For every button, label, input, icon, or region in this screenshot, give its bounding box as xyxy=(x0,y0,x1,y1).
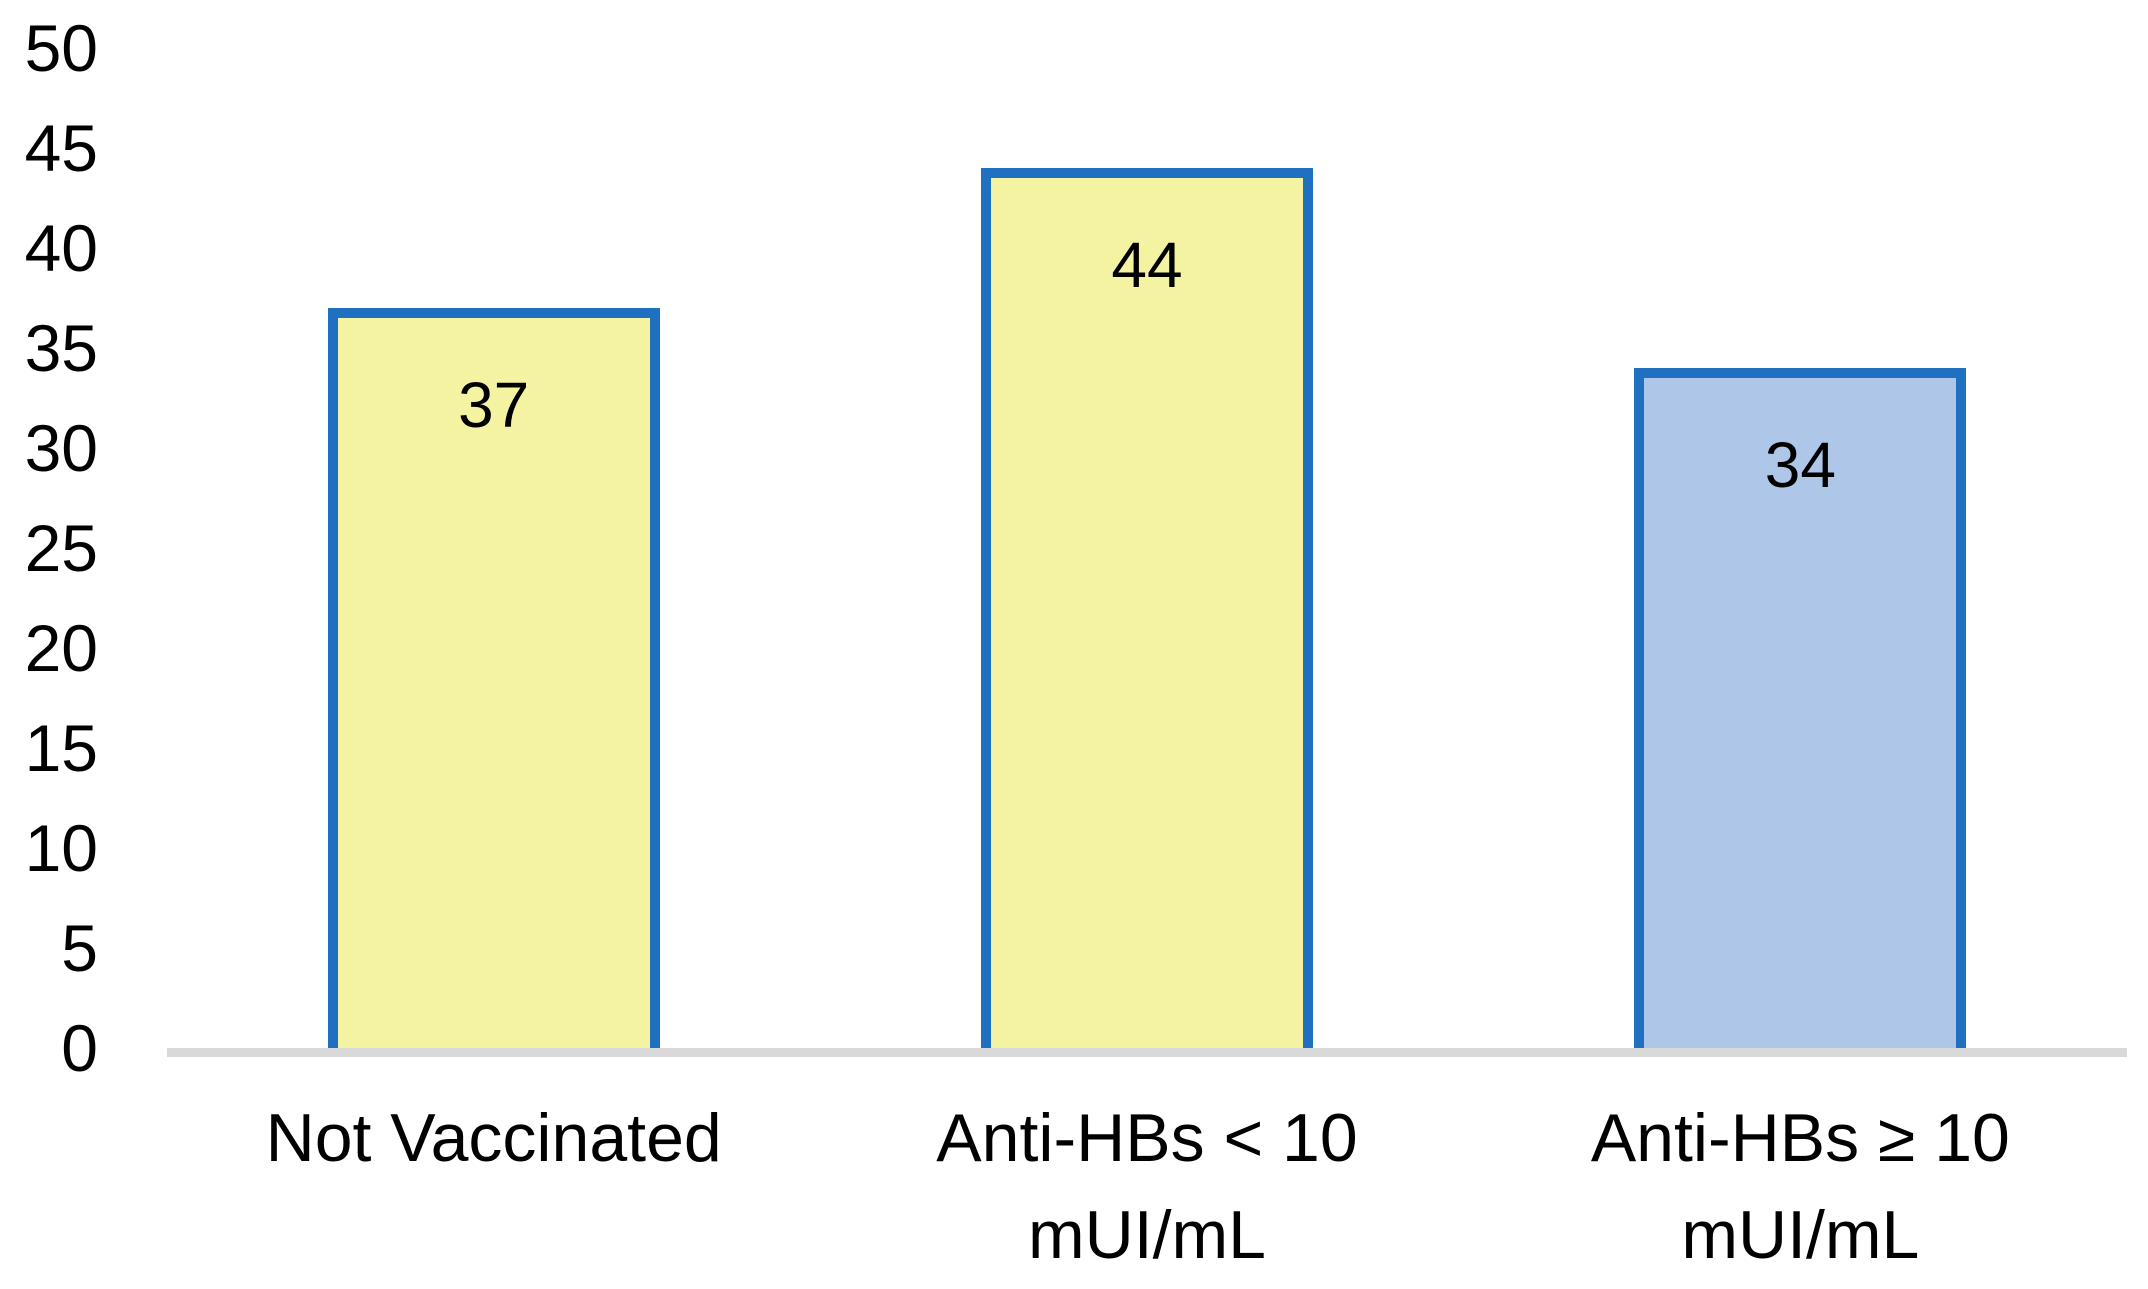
bar-anti-hbs-lt-10: 44 xyxy=(981,168,1313,1048)
y-axis-tick-label: 5 xyxy=(61,911,98,985)
bar-anti-hbs-ge-10: 34 xyxy=(1634,368,1967,1048)
category-label-line: Anti-HBs < 10 xyxy=(936,1100,1358,1176)
data-label: 37 xyxy=(458,369,530,441)
category-label-line: mUI/mL xyxy=(1681,1197,1920,1273)
data-label: 44 xyxy=(1111,229,1183,301)
y-axis-tick-label: 45 xyxy=(24,111,98,185)
x-axis-line xyxy=(167,1048,2127,1057)
y-axis-tick-label: 20 xyxy=(24,611,98,685)
y-axis-tick-label: 35 xyxy=(24,311,98,385)
y-axis-tick-label: 10 xyxy=(24,811,98,885)
data-label: 34 xyxy=(1764,429,1836,501)
category-label: Anti-HBs < 10 mUI/mL xyxy=(817,1090,1477,1284)
bar-not-vaccinated: 37 xyxy=(327,308,660,1048)
y-axis-tick-label: 50 xyxy=(24,11,98,85)
category-label-line: mUI/mL xyxy=(1028,1197,1266,1273)
y-axis-tick-label: 40 xyxy=(24,211,98,285)
y-axis-tick-label: 25 xyxy=(24,511,98,585)
category-label: Not Vaccinated xyxy=(164,1090,824,1187)
y-axis-tick-label: 15 xyxy=(24,711,98,785)
category-label-line: Not Vaccinated xyxy=(265,1100,722,1176)
category-label: Anti-HBs ≥ 10 mUI/mL xyxy=(1470,1090,2130,1284)
category-label-line: Anti-HBs ≥ 10 xyxy=(1590,1100,2010,1176)
y-axis-tick-label: 0 xyxy=(61,1011,98,1085)
y-axis-tick-label: 30 xyxy=(24,411,98,485)
